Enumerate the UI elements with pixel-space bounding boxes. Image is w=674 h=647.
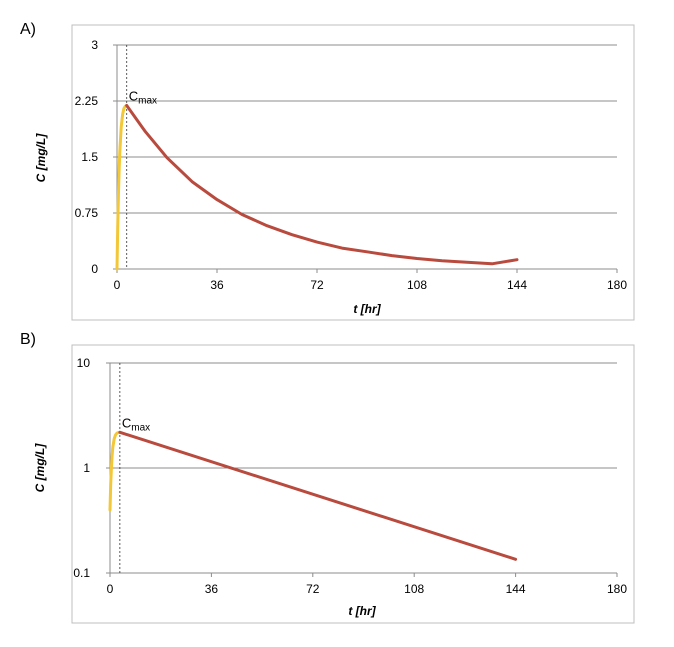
x-tick-label: 108 bbox=[404, 582, 424, 596]
x-tick-label: 72 bbox=[306, 582, 320, 596]
cmax-annotation-sub: max bbox=[138, 95, 157, 106]
elimination-curve bbox=[125, 104, 519, 266]
y-tick-label: 0 bbox=[91, 262, 98, 276]
cmax-annotation-sub: max bbox=[131, 422, 150, 433]
chart-panel-1: A) 0 0.75 1.5 2.25 3 0 36 72 108 144 180 t [hr] C [mg… bbox=[20, 21, 635, 321]
absorption-curve bbox=[115, 104, 129, 271]
x-tick-label: 36 bbox=[210, 278, 224, 292]
chart-panel-2: B) 0.1 1 10 0 36 72 108 144 180 t [hr] C [mg/L] Cmax bbox=[20, 331, 635, 624]
x-tick-label: 108 bbox=[407, 278, 427, 292]
x-tick-label: 180 bbox=[607, 582, 627, 596]
y-axis-title: C [mg/L] bbox=[33, 443, 47, 493]
y-tick-label: 0.75 bbox=[75, 206, 99, 220]
chart-border bbox=[71, 24, 635, 321]
cmax-annotation: Cmax bbox=[122, 415, 150, 433]
panel-label: B) bbox=[20, 331, 36, 348]
y-tick-label: 2.25 bbox=[75, 94, 99, 108]
y-tick-label: 0.1 bbox=[73, 566, 90, 580]
x-axis-title: t [hr] bbox=[348, 604, 376, 618]
y-tick-label: 3 bbox=[91, 38, 98, 52]
absorption-curve bbox=[108, 430, 122, 512]
y-tick-label: 10 bbox=[77, 356, 91, 370]
chart-border bbox=[71, 344, 635, 624]
cmax-annotation-main: C bbox=[122, 415, 131, 430]
x-tick-label: 36 bbox=[205, 582, 219, 596]
x-tick-label: 144 bbox=[507, 278, 527, 292]
y-axis-title: C [mg/L] bbox=[34, 133, 48, 183]
x-tick-label: 0 bbox=[107, 582, 114, 596]
y-tick-label: 1.5 bbox=[81, 150, 98, 164]
x-axis-title: t [hr] bbox=[353, 302, 381, 316]
panel-label: A) bbox=[20, 21, 36, 38]
cmax-annotation: Cmax bbox=[129, 88, 157, 106]
y-tick-label: 1 bbox=[83, 461, 90, 475]
x-tick-label: 144 bbox=[506, 582, 526, 596]
cmax-annotation-main: C bbox=[129, 88, 138, 103]
elimination-curve bbox=[118, 430, 518, 561]
x-tick-label: 180 bbox=[607, 278, 627, 292]
x-tick-label: 0 bbox=[114, 278, 121, 292]
x-tick-label: 72 bbox=[310, 278, 324, 292]
